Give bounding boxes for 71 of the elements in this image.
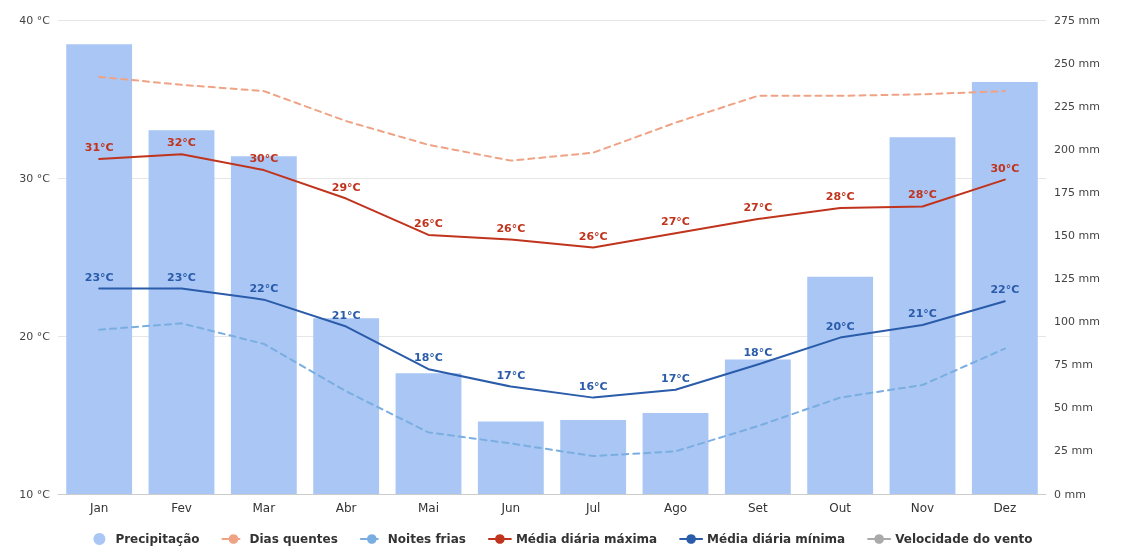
y-tick-label: 30 °C [19, 171, 51, 185]
line-series [98, 322, 1006, 458]
x-tick-label: Jul [584, 501, 601, 515]
y2-tick-label: 100 mm [1054, 315, 1100, 329]
bar [230, 156, 297, 494]
data-label: 18°C [743, 346, 773, 360]
legend-label: Média diária mínima [707, 532, 846, 546]
y-tick-label: 40 °C [19, 13, 51, 27]
data-label: 22°C [990, 283, 1020, 297]
bar [642, 412, 709, 494]
x-tick-label: Mai [417, 501, 440, 515]
bar [724, 359, 791, 494]
data-label: 27°C [743, 201, 773, 215]
x-tick-label: Set [747, 501, 768, 515]
data-label: 30°C [249, 152, 279, 166]
x-tick-label: Dez [993, 501, 1017, 515]
legend-label: Noites frias [387, 532, 466, 546]
y2-tick-label: 25 mm [1054, 444, 1093, 458]
y2-tick-label: 0 mm [1054, 487, 1086, 501]
bar [395, 373, 462, 494]
x-tick-label: Jun [500, 501, 521, 515]
data-label: 18°C [414, 351, 443, 365]
data-label: 16°C [578, 379, 608, 393]
data-label: 23°C [167, 270, 196, 284]
y2-tick-label: 200 mm [1054, 142, 1100, 156]
legend-label: Precipitação [115, 532, 200, 546]
y2-tick-label: 125 mm [1054, 272, 1100, 286]
data-label: 17°C [496, 368, 526, 382]
bar [889, 137, 956, 494]
y2-tick-label: 250 mm [1054, 56, 1100, 70]
data-label: 28°C [825, 190, 855, 204]
data-label: 26°C [496, 221, 526, 235]
y2-tick-label: 175 mm [1054, 185, 1100, 199]
bar [560, 419, 627, 494]
legend-label: Dias quentes [249, 532, 338, 546]
y2-tick-label: 50 mm [1054, 401, 1093, 415]
data-label: 17°C [661, 371, 690, 385]
data-label: 30°C [990, 161, 1020, 175]
y2-tick-label: 275 mm [1054, 13, 1100, 27]
legend-label: Média diária máxima [515, 532, 658, 546]
bar [313, 318, 380, 494]
y-tick-label: 20 °C [19, 329, 51, 343]
x-tick-label: Nov [910, 501, 935, 515]
bar [971, 82, 1038, 494]
y2-tick-label: 75 mm [1054, 358, 1093, 372]
x-tick-label: Fev [171, 501, 192, 515]
x-tick-label: Jan [88, 501, 109, 515]
data-label: 28°C [908, 188, 937, 202]
data-label: 29°C [331, 180, 361, 194]
data-label: 23°C [84, 270, 114, 284]
data-label: 21°C [908, 306, 937, 320]
data-label: 26°C [578, 229, 608, 243]
bar [66, 44, 133, 494]
bar [807, 276, 874, 494]
data-label: 32°C [167, 136, 196, 150]
data-label: 26°C [414, 216, 443, 230]
x-tick-label: Ago [663, 501, 688, 515]
legend-label: Velocidade do vento [895, 532, 1033, 546]
data-label: 31°C [84, 141, 114, 155]
x-tick-label: Out [829, 501, 852, 515]
x-tick-label: Mar [252, 501, 276, 515]
data-label: 20°C [825, 319, 855, 333]
y2-tick-label: 225 mm [1054, 99, 1100, 113]
bar [148, 130, 215, 494]
bar [477, 421, 544, 494]
y-tick-label: 10 °C [19, 487, 51, 501]
data-label: 22°C [249, 281, 279, 295]
y2-tick-label: 150 mm [1054, 228, 1100, 242]
data-label: 27°C [661, 215, 690, 229]
x-tick-label: Abr [335, 501, 357, 515]
data-label: 21°C [331, 308, 361, 322]
